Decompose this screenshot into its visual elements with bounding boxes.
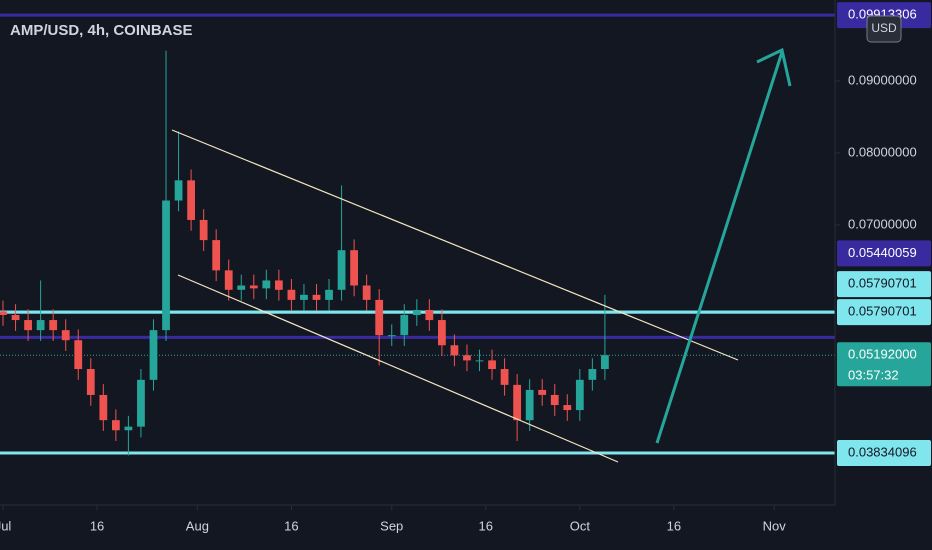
candle-body [174,180,183,201]
y-tick-label: 0.08000000 [848,144,917,159]
candle-body [550,394,559,406]
candle-body [199,219,208,241]
level-label-box [837,271,931,298]
candle-body [249,285,258,289]
candle-body [375,299,384,336]
last-price-label: 0.05192000 [848,347,917,362]
candle-body [425,309,434,321]
level-label: 0.05440059 [848,245,917,260]
candle-body [237,285,246,290]
level-label: 0.05790701 [848,304,917,319]
last-price-box [837,342,931,387]
chart-title: AMP/USD, 4h, COINBASE [10,22,193,39]
candle-body [325,289,333,300]
countdown: 03:57:32 [848,368,899,383]
candle-body [74,340,83,370]
level-label-box [837,439,931,466]
x-tick-label: 16 [284,518,298,533]
level-label-box [837,299,931,326]
candle-body [287,289,296,300]
candle-body [450,345,459,356]
candle-body [274,280,283,290]
y-tick-label: 0.09000000 [848,72,917,87]
candle-body [500,369,509,385]
candle-body [137,379,145,427]
x-tick-label: 16 [90,518,104,533]
candle-body [475,360,484,362]
candle-body [149,330,158,380]
candle-body [400,315,409,336]
level-label: 0.05790701 [848,276,917,291]
x-tick-label: 16 [479,518,493,533]
x-tick-label: 16 [667,518,681,533]
level-label-box [837,240,931,267]
candle-body [438,320,446,346]
candle-body [463,355,471,361]
candle-body [362,285,371,300]
title-bg [0,18,190,44]
channel-upper [171,129,739,361]
candle-body [588,369,597,380]
x-tick-label: Aug [186,518,209,533]
candle-body [0,311,7,316]
candle-body [111,420,120,431]
currency: USD [871,21,897,35]
candle-body [337,250,346,290]
candle-body [162,200,170,331]
candle-body [212,240,221,271]
channel-lower [177,274,619,463]
candle-body [224,270,233,290]
x-tick-label: Sep [380,518,403,533]
y-tick-label: 0.07000000 [848,216,917,231]
candle-body [412,309,421,316]
axis-layer: 0.09000000 0.08000000 0.07000000 Jul 16 Aug 16… [0,2,931,533]
candle-body [563,405,572,411]
candle-body [24,320,32,331]
candle-body [36,320,45,331]
candle-body [11,315,20,321]
candle-body [124,426,133,431]
candle-body [575,379,584,411]
plot-area [0,13,835,456]
candle-body [513,384,522,421]
candle-body [187,180,195,220]
x-tick-label: Jul [0,518,11,533]
candle-body [61,330,70,341]
candle-body [488,360,496,370]
candle-body [49,320,58,331]
candle-body [300,294,308,300]
candle-body [262,280,271,289]
candle-body [525,389,534,421]
x-tick-label: Oct [570,518,591,533]
candle-body [312,294,321,300]
level-label-box [837,2,931,29]
candle-body [99,394,108,421]
level-label: 0.03834096 [848,444,917,459]
candle-body [350,250,359,286]
x-tick-label: Nov [763,518,787,533]
currency-badge[interactable] [866,15,902,43]
arrow [655,47,792,444]
candle-body [387,335,396,337]
time-axis [0,505,835,550]
candle-body [86,369,95,395]
candle-body [538,389,547,395]
candle-body [601,355,609,370]
